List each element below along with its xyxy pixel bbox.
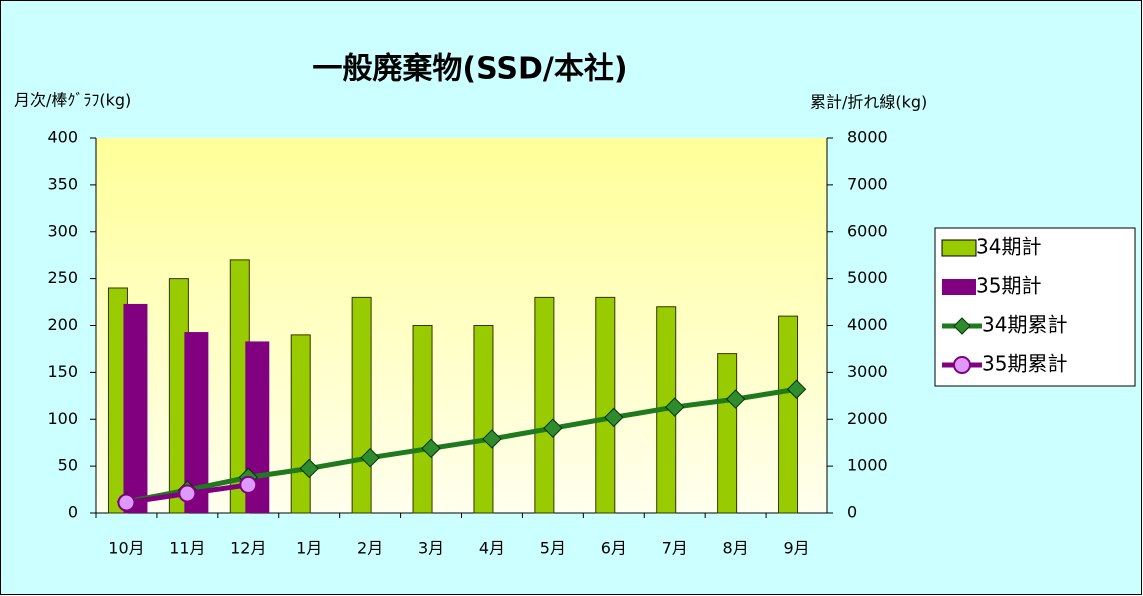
- y2-axis-label: 累計/折れ線(kg): [810, 93, 927, 112]
- x-tick-label: 3月: [418, 539, 444, 558]
- line-marker: [117, 493, 136, 512]
- y-tick-label: 300: [47, 221, 78, 240]
- bar: [473, 325, 494, 514]
- legend-label: 34期計: [976, 235, 1041, 259]
- y2-tick-label: 4000: [847, 315, 888, 334]
- y2-tick-label: 7000: [847, 174, 888, 193]
- x-tick-label: 11月: [169, 539, 205, 558]
- chart-title: 一般廃棄物(SSD/本社): [312, 52, 627, 87]
- line-marker: [178, 484, 197, 503]
- y2-tick-label: 0: [847, 503, 857, 522]
- x-tick-label: 2月: [357, 539, 383, 558]
- bar: [412, 325, 433, 514]
- x-tick-label: 4月: [479, 539, 505, 558]
- y2-tick-label: 1000: [847, 456, 888, 475]
- legend-marker: [953, 356, 971, 374]
- x-tick-label: 12月: [230, 539, 266, 558]
- y2-tick-label: 3000: [847, 362, 888, 381]
- legend-label: 34期累計: [982, 313, 1067, 337]
- bar: [290, 334, 311, 514]
- line-marker: [239, 475, 258, 494]
- x-tick-label: 10月: [108, 539, 144, 558]
- y-tick-label: 150: [47, 362, 78, 381]
- bar: [717, 353, 738, 514]
- line-marker: [604, 407, 624, 428]
- line-marker: [299, 458, 319, 479]
- y2-tick-label: 2000: [847, 409, 888, 428]
- bar: [595, 296, 616, 514]
- line-marker: [421, 438, 441, 459]
- y-tick-label: 200: [47, 315, 78, 334]
- y-tick-label: 100: [47, 409, 78, 428]
- y2-tick-label: 8000: [847, 128, 888, 147]
- y-tick-label: 50: [58, 456, 78, 475]
- y-axis-label: 月次/棒ｸﾞﾗﾌ(kg): [14, 91, 131, 110]
- legend-label: 35期計: [976, 274, 1041, 298]
- legend-swatch: [941, 239, 977, 257]
- bar: [778, 315, 799, 514]
- line-marker: [725, 389, 746, 409]
- y-tick-label: 250: [47, 268, 78, 287]
- bar: [534, 296, 555, 514]
- x-tick-label: 8月: [723, 539, 749, 558]
- line: [125, 386, 797, 505]
- line-marker: [360, 447, 380, 468]
- bar: [123, 303, 148, 513]
- y2-tick-label: 5000: [847, 268, 888, 287]
- y-tick-label: 0: [68, 503, 78, 522]
- bar: [351, 296, 372, 514]
- x-tick-label: 9月: [783, 539, 809, 558]
- legend-marker: [953, 317, 971, 335]
- plot-area: [96, 138, 827, 513]
- y-tick-label: 350: [47, 174, 78, 193]
- x-tick-label: 5月: [540, 539, 566, 558]
- line-marker: [482, 429, 502, 449]
- legend-swatch: [942, 279, 976, 295]
- x-tick-label: 6月: [601, 539, 627, 558]
- legend-label: 35期累計: [982, 352, 1067, 376]
- line-marker: [543, 418, 563, 438]
- y-tick-label: 400: [47, 128, 78, 147]
- x-tick-label: 1月: [296, 539, 322, 558]
- y2-tick-label: 6000: [847, 221, 888, 240]
- x-tick-label: 7月: [662, 539, 688, 558]
- line-marker: [786, 379, 807, 399]
- line-marker: [665, 397, 685, 417]
